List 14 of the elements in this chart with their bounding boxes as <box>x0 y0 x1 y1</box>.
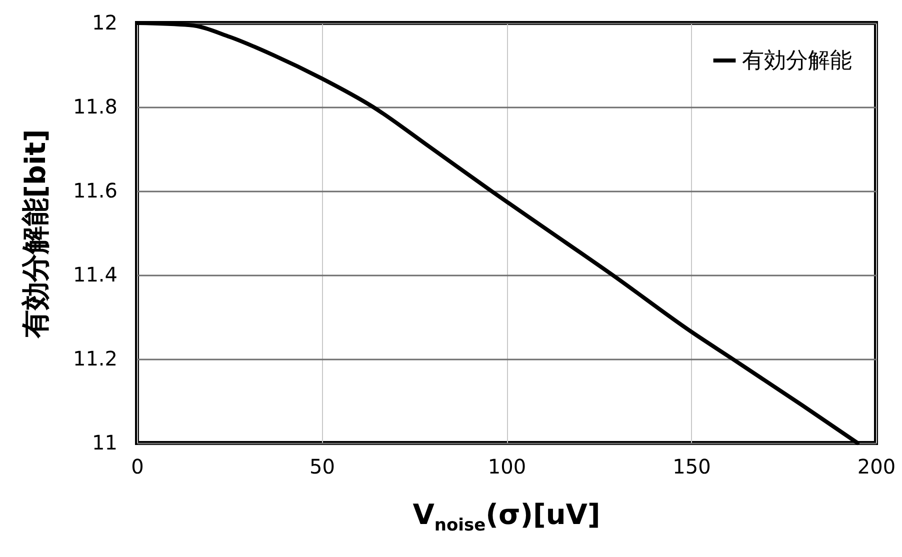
x-tick-label: 200 <box>857 454 896 478</box>
x-tick-label: 50 <box>310 454 335 478</box>
y-tick-label: 11.8 <box>72 94 118 118</box>
legend-label: 有効分解能 <box>742 48 852 74</box>
y-axis-title: 有効分解能[bit] <box>18 129 52 339</box>
y-tick-label: 12 <box>92 10 118 34</box>
x-tick-label: 100 <box>488 454 526 478</box>
y-tick-label: 11 <box>92 430 118 454</box>
x-tick-label: 0 <box>131 454 144 478</box>
y-tick-label: 11.6 <box>72 178 118 202</box>
x-axis-title: V$_{noise}$(σ)[uV] <box>412 498 602 536</box>
y-tick-label: 11.2 <box>72 346 118 370</box>
y-tick-label: 11.4 <box>72 262 118 286</box>
x-tick-label: 150 <box>672 454 711 478</box>
